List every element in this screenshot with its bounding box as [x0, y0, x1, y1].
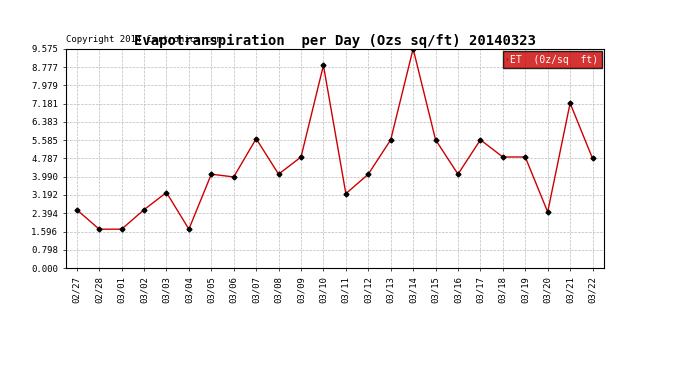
Title: Evapotranspiration  per Day (Ozs sq/ft) 20140323: Evapotranspiration per Day (Ozs sq/ft) 2…: [134, 33, 535, 48]
Text: Copyright 2014 Cartronics.com: Copyright 2014 Cartronics.com: [66, 35, 221, 44]
Legend: ET  (0z/sq  ft): ET (0z/sq ft): [503, 51, 602, 69]
